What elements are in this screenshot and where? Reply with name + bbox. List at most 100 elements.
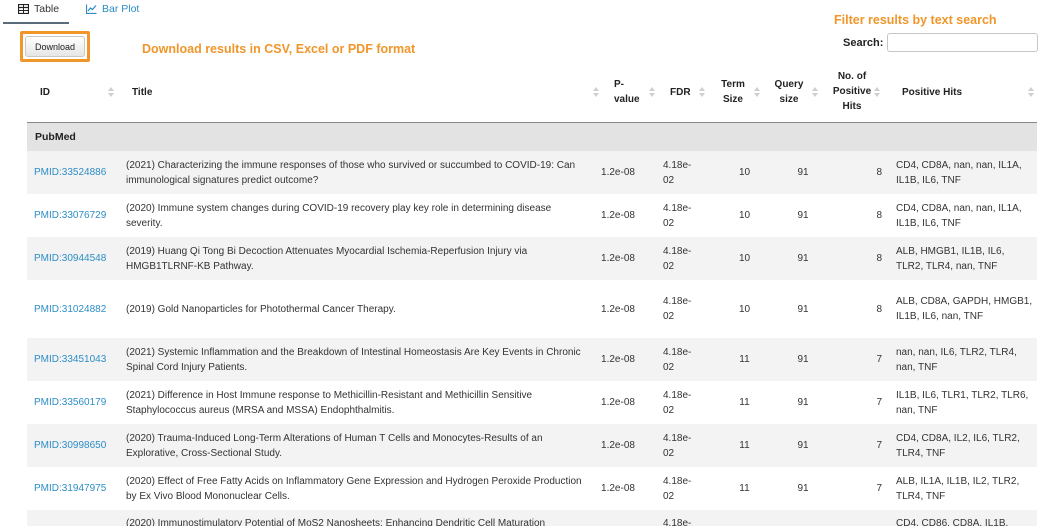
num-positive-hits-cell: 7	[876, 397, 882, 408]
positive-hits-cell: CD4, CD86, CD8A, IL1B,	[896, 518, 1009, 526]
table-row[interactable]: PMID:33076729 (2020) Immune system chang…	[27, 194, 1037, 237]
column-header-term-size[interactable]: Term Size	[721, 79, 745, 105]
fdr-cell: 4.18e-02	[663, 159, 692, 186]
query-size-cell: 91	[797, 354, 809, 365]
filter-annotation: Filter results by text search	[834, 13, 997, 27]
tab-table-label: Table	[34, 3, 60, 15]
pmid-link[interactable]: PMID:33524886	[34, 167, 107, 178]
term-size-cell: 11	[739, 483, 750, 494]
sort-icon[interactable]	[1028, 87, 1034, 97]
positive-hits-cell: CD4, CD8A, IL2, IL6, TLR2, TLR4, TNF	[896, 432, 1020, 459]
pmid-link[interactable]	[34, 510, 122, 526]
title-cell: (2020) Immunostimulatory Potential of Mo…	[126, 518, 546, 526]
table-row[interactable]: (2020) Immunostimulatory Potential of Mo…	[27, 510, 1037, 526]
term-size-cell: 11	[739, 440, 750, 451]
download-highlight: Download	[20, 31, 90, 62]
pmid-link[interactable]: PMID:31947975	[34, 483, 107, 494]
pvalue-cell: 1.2e-08	[601, 397, 635, 408]
bar-chart-icon	[86, 4, 97, 14]
fdr-cell: 4.18e-02	[663, 296, 692, 322]
pvalue-cell: 1.2e-08	[601, 303, 635, 315]
sort-icon[interactable]	[649, 87, 655, 97]
pvalue-cell: 1.2e-08	[601, 167, 635, 178]
result-tabs: Table Bar Plot	[0, 0, 1056, 26]
tab-table[interactable]: Table	[18, 3, 59, 15]
table-row[interactable]: PMID:31024882 (2019) Gold Nanoparticles …	[27, 280, 1037, 338]
table-row[interactable]: PMID:33560179 (2021) Difference in Host …	[27, 381, 1037, 424]
query-size-cell: 91	[797, 397, 809, 408]
fdr-cell: 4.18e-02	[663, 346, 692, 373]
title-cell: (2020) Trauma-Induced Long-Term Alterati…	[126, 432, 543, 459]
query-size-cell: 91	[797, 167, 809, 178]
title-cell: (2019) Gold Nanoparticles for Phototherm…	[126, 303, 396, 315]
pvalue-cell: 1.2e-08	[601, 354, 635, 365]
positive-hits-cell: nan, nan, IL6, TLR2, TLR4, nan, TNF	[896, 346, 1017, 373]
pmid-link[interactable]: PMID:33451043	[34, 354, 107, 365]
sort-icon[interactable]	[754, 87, 760, 97]
table-row[interactable]: PMID:31947975 (2020) Effect of Free Fatt…	[27, 467, 1037, 510]
term-size-cell: 10	[738, 167, 751, 178]
fdr-cell: 4.18e-02	[663, 475, 692, 502]
fdr-cell: 4.18e-02	[663, 245, 692, 272]
sort-icon[interactable]	[874, 87, 880, 97]
num-positive-hits-cell: 8	[876, 303, 882, 315]
active-tab-indicator	[3, 22, 69, 24]
pmid-link[interactable]: PMID:33560179	[34, 397, 107, 408]
fdr-cell: 4.18e-	[663, 518, 692, 526]
query-size-cell: 91	[797, 210, 809, 221]
column-header-fdr[interactable]: FDR	[670, 87, 691, 98]
query-size-cell: 91	[797, 483, 809, 494]
num-positive-hits-cell: 7	[876, 483, 882, 494]
table-icon	[18, 4, 29, 14]
column-header-query-size[interactable]: Query size	[774, 79, 804, 105]
table-row[interactable]: PMID:30944548 (2019) Huang Qi Tong Bi De…	[27, 237, 1037, 280]
term-size-cell: 11	[739, 354, 750, 365]
num-positive-hits-cell: 8	[876, 210, 882, 221]
positive-hits-cell: IL1B, IL6, TLR1, TLR2, TLR6, nan, TNF	[896, 389, 1029, 416]
group-label: PubMed	[35, 131, 76, 143]
positive-hits-cell: CD4, CD8A, nan, nan, IL1A, IL1B, IL6, TN…	[896, 159, 1022, 186]
table-row[interactable]: PMID:33451043 (2021) Systemic Inflammati…	[27, 338, 1037, 381]
query-size-cell: 91	[797, 253, 809, 264]
search-input[interactable]	[887, 33, 1038, 52]
column-header-pvalue[interactable]: P-value	[614, 79, 640, 105]
sort-icon[interactable]	[699, 87, 705, 97]
table-row[interactable]: PMID:33524886 (2021) Characterizing the …	[27, 151, 1037, 194]
positive-hits-cell: ALB, HMGB1, IL1B, IL6, TLR2, TLR4, nan, …	[896, 245, 1005, 272]
sort-icon[interactable]	[108, 87, 114, 97]
pmid-link[interactable]: PMID:30944548	[34, 253, 107, 264]
term-size-cell: 10	[738, 253, 751, 264]
tab-bar-plot-label: Bar Plot	[102, 3, 140, 15]
title-cell: (2019) Huang Qi Tong Bi Decoction Attenu…	[126, 245, 528, 272]
tab-bar-plot[interactable]: Bar Plot	[86, 3, 139, 15]
num-positive-hits-cell: 7	[876, 440, 882, 451]
table-row[interactable]: PMID:30998650 (2020) Trauma-Induced Long…	[27, 424, 1037, 467]
term-size-cell: 10	[738, 210, 751, 221]
column-header-num-positive-hits[interactable]: No. of Positive Hits	[832, 71, 872, 112]
positive-hits-cell: CD4, CD8A, nan, nan, IL1A, IL1B, IL6, TN…	[896, 202, 1022, 229]
pvalue-cell: 1.2e-08	[601, 253, 635, 264]
header-divider	[27, 122, 1037, 123]
title-cell: (2021) Characterizing the immune respons…	[126, 159, 576, 186]
query-size-cell: 91	[797, 440, 809, 451]
title-cell: (2021) Difference in Host Immune respons…	[126, 389, 533, 416]
group-row-pubmed: PubMed	[27, 123, 1037, 151]
pmid-link[interactable]: PMID:31024882	[34, 303, 107, 315]
sort-icon[interactable]	[812, 87, 818, 97]
fdr-cell: 4.18e-02	[663, 389, 692, 416]
num-positive-hits-cell: 8	[876, 167, 882, 178]
download-button[interactable]: Download	[25, 36, 85, 57]
fdr-cell: 4.18e-02	[663, 432, 692, 459]
column-header-title[interactable]: Title	[132, 87, 153, 98]
download-annotation: Download results in CSV, Excel or PDF fo…	[142, 42, 416, 56]
positive-hits-cell: ALB, CD8A, GAPDH, HMGB1, IL1B, IL6, nan,…	[896, 296, 1033, 322]
column-header-positive-hits[interactable]: Positive Hits	[902, 87, 963, 98]
num-positive-hits-cell: 8	[876, 253, 882, 264]
sort-icon[interactable]	[593, 87, 599, 97]
pmid-link[interactable]: PMID:30998650	[34, 440, 107, 451]
column-header-id[interactable]: ID	[40, 87, 50, 98]
pmid-link[interactable]: PMID:33076729	[34, 210, 107, 221]
pvalue-cell: 1.2e-08	[601, 483, 635, 494]
positive-hits-cell: ALB, IL1A, IL1B, IL2, TLR2, TLR4, TNF	[896, 475, 1020, 502]
title-cell: (2020) Immune system changes during COVI…	[126, 202, 552, 229]
